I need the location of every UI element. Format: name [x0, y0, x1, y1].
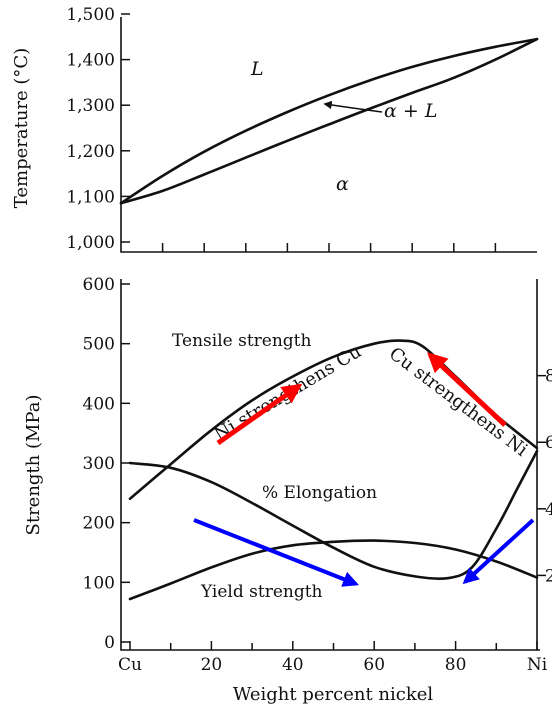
bottom-y-tick-label: 400: [83, 394, 115, 414]
elongation-label: % Elongation: [262, 483, 377, 503]
bottom-x-tick-label: 80: [445, 655, 467, 675]
top-y-tick-label: 1,200: [66, 142, 115, 162]
bottom-y-tick-label: 600: [83, 275, 115, 295]
two-phase-leader-line: [323, 100, 383, 113]
yield-strength-curve: [128, 539, 539, 601]
bottom-x-ticks: Cu 20 40 60 80 Ni: [118, 641, 548, 675]
bottom-y-tick-label: 300: [83, 454, 115, 474]
blue-arrow-left: [193, 518, 359, 587]
bottom-y-tick-label: 0: [104, 633, 115, 653]
top-x-ticks: [161, 243, 497, 252]
bottom-x-axis-title: Weight percent nickel: [233, 684, 434, 705]
phase-diagram-panel: 1,000 1,100 1,200 1,300 1,400 1,500 Temperatu…: [11, 5, 539, 253]
strength-panel: 0 100 200 300 400 500 600 Cu 20 40 60 80 Ni 8 6 4 2 St…: [23, 275, 552, 705]
right-axis-tick-label: 2: [545, 566, 552, 586]
bottom-x-tick-label: Cu: [118, 655, 142, 675]
region-label-two-phase: α + L: [384, 100, 437, 122]
top-y-tick-label: 1,100: [66, 187, 115, 207]
bottom-x-tick-label: 40: [282, 655, 304, 675]
tensile-strength-label: Tensile strength: [172, 331, 311, 351]
top-y-tick-label: 1,000: [66, 233, 115, 253]
bottom-x-tick-label: Ni: [527, 655, 548, 675]
solidus-curve: [119, 37, 539, 205]
region-label-alpha: α: [336, 173, 349, 195]
right-axis-tick-label: 6: [545, 433, 552, 453]
bottom-y-tick-label: 200: [83, 514, 115, 534]
bottom-x-tick-label: 20: [201, 655, 223, 675]
top-axis-frame: [120, 17, 537, 253]
blue-arrow-right: [462, 518, 535, 585]
top-y-tick-label: 1,400: [66, 51, 115, 71]
right-axis-ticks: 8 6 4 2: [537, 367, 552, 586]
right-axis-tick-label: 8: [545, 367, 552, 387]
right-axis-tick-label: 4: [545, 500, 552, 520]
top-y-tick-label: 1,300: [66, 96, 115, 116]
yield-strength-label: Yield strength: [200, 582, 323, 602]
red-arrow-left: [216, 383, 303, 446]
red-arrow-right: [427, 352, 507, 427]
liquidus-curve: [119, 37, 539, 205]
bottom-y-tick-label: 500: [83, 335, 115, 355]
bottom-y-axis-title: Strength (MPa): [23, 395, 44, 536]
region-label-liquid: L: [250, 58, 264, 80]
bottom-x-tick-label: 60: [363, 655, 385, 675]
cu-strengthens-ni-label: Cu strengthens Ni: [385, 343, 532, 461]
elongation-curve: [128, 449, 539, 581]
bottom-y-ticks: 0 100 200 300 400 500 600: [83, 275, 130, 653]
top-y-ticks: 1,000 1,100 1,200 1,300 1,400 1,500: [66, 5, 130, 253]
bottom-y-tick-label: 100: [83, 573, 115, 593]
top-y-axis-title: Temperature (°C): [11, 48, 32, 208]
top-y-tick-label: 1,500: [66, 5, 115, 25]
